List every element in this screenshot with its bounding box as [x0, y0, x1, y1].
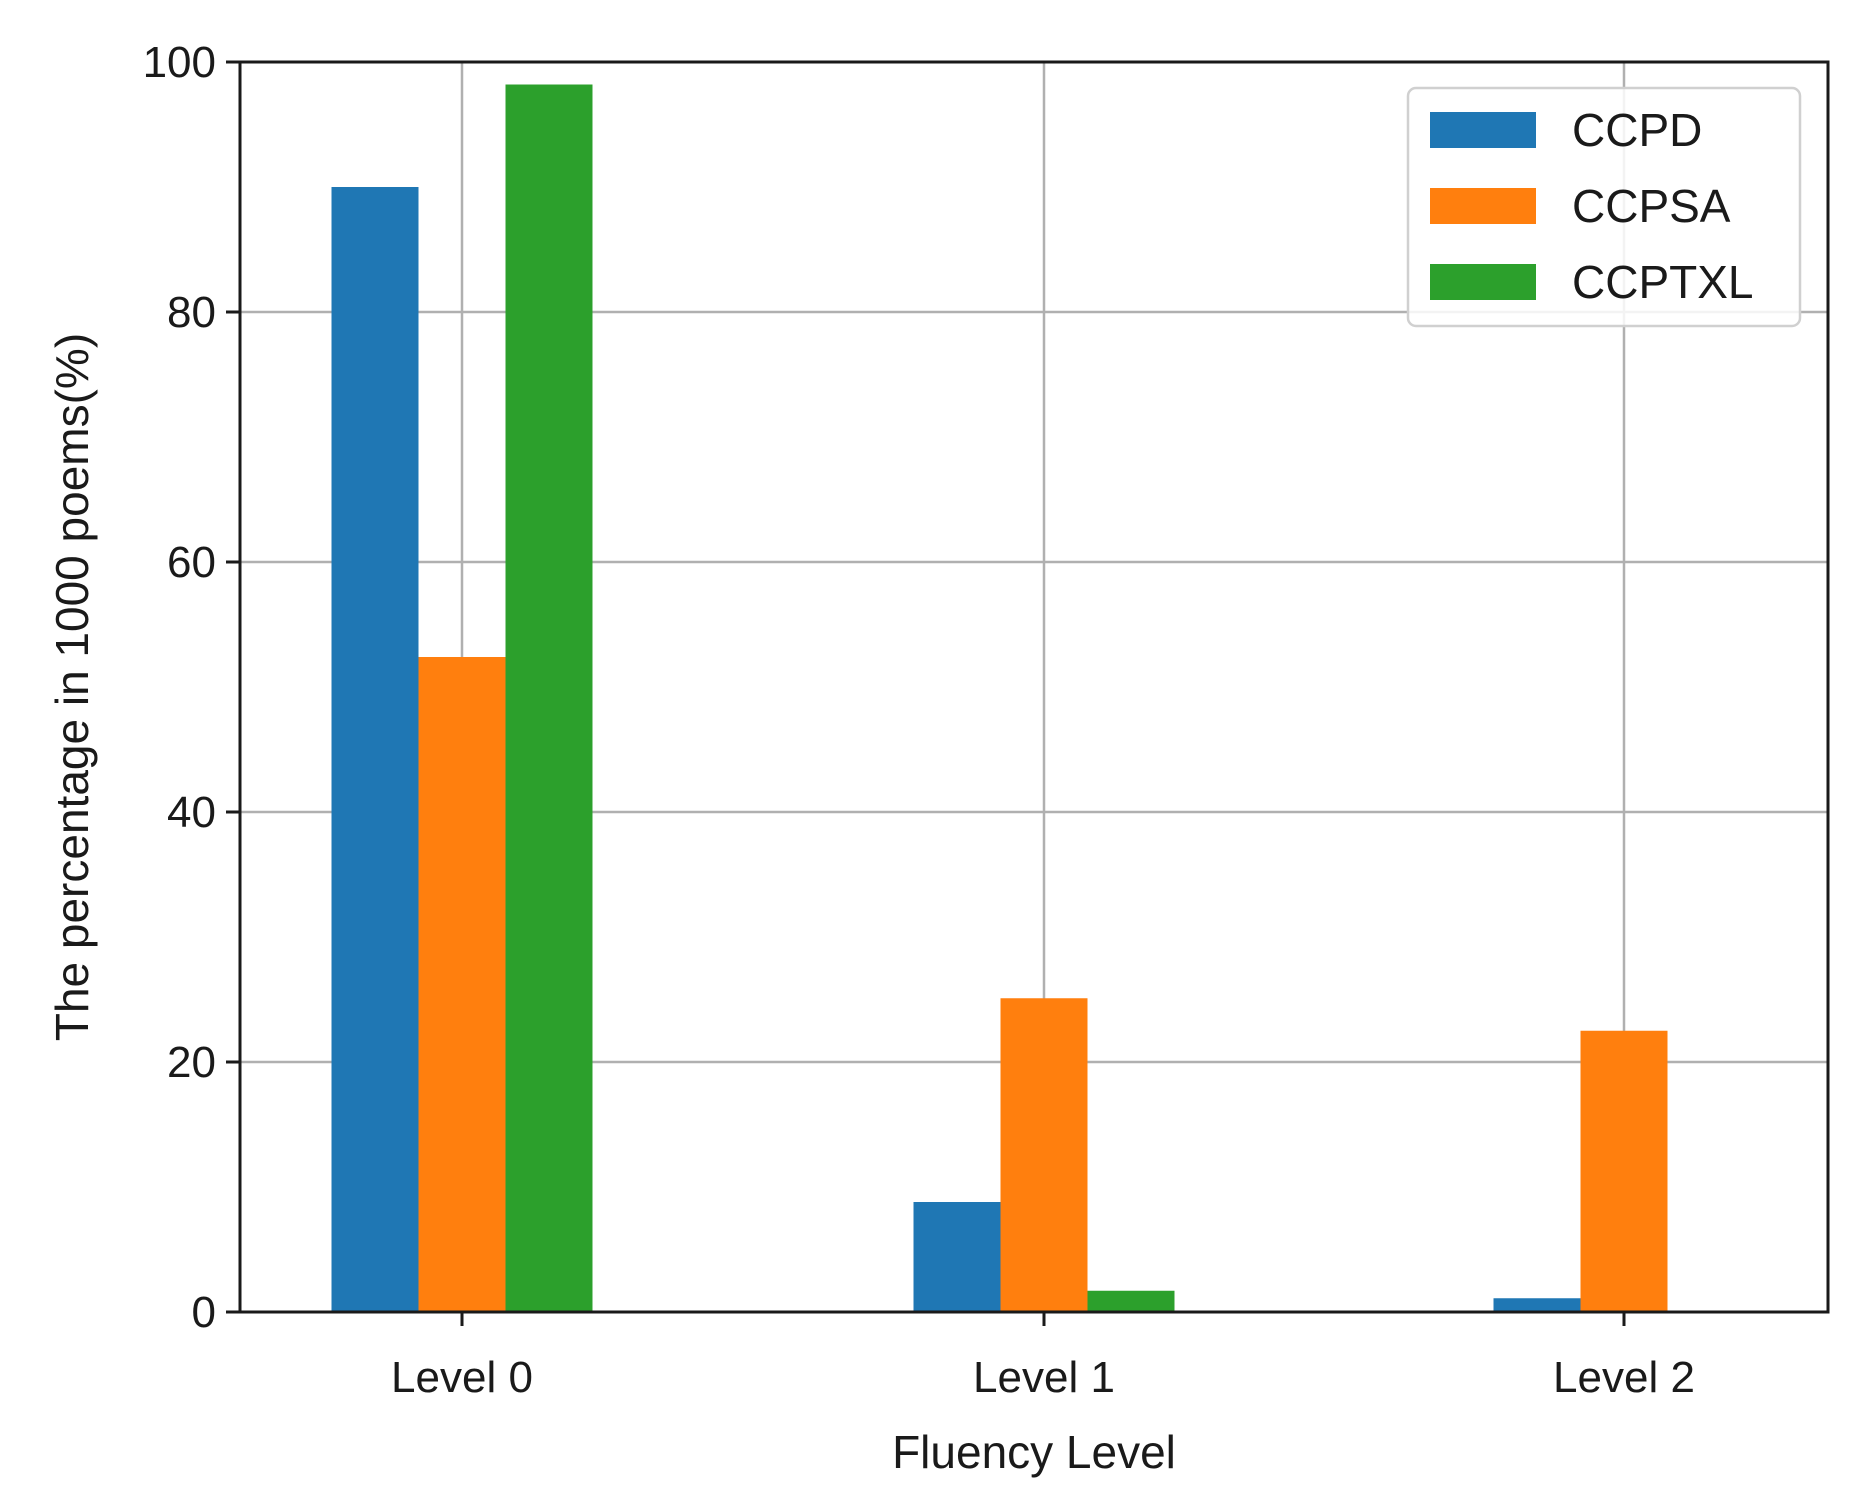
y-tick-label: 80 — [167, 288, 216, 337]
legend[interactable]: CCPD CCPSA CCPTXL — [1406, 86, 1802, 328]
x-tick-label: Level 0 — [391, 1353, 533, 1402]
x-axis-label: Fluency Level — [892, 1426, 1176, 1478]
legend-swatch-ccptxl — [1430, 264, 1536, 300]
bar-ccpsa-level-2 — [1580, 1030, 1668, 1312]
x-tick-label: Level 1 — [973, 1353, 1115, 1402]
bar-ccpd-level-0 — [331, 187, 419, 1312]
legend-label-ccptxl: CCPTXL — [1572, 256, 1753, 308]
y-tick-label: 100 — [143, 38, 216, 87]
y-tick-label: 0 — [192, 1288, 216, 1337]
bar-ccptxl-level-0 — [505, 84, 593, 1312]
x-tick-label: Level 2 — [1553, 1353, 1695, 1402]
ticks-layer: 0 20 40 60 80 100 Level 0 Level 1 Level 2 — [143, 38, 1695, 1402]
bar-ccpd-level-2 — [1493, 1298, 1581, 1312]
bar-ccpsa-level-0 — [418, 657, 506, 1312]
legend-label-ccpsa: CCPSA — [1572, 180, 1731, 232]
bar-ccpd-level-1 — [913, 1202, 1001, 1312]
y-tick-label: 20 — [167, 1038, 216, 1087]
bars-layer — [331, 84, 1668, 1312]
y-axis-label: The percentage in 1000 poems(%) — [46, 333, 98, 1041]
legend-swatch-ccpd — [1430, 112, 1536, 148]
bar-ccpsa-level-1 — [1000, 998, 1088, 1312]
y-tick-label: 60 — [167, 538, 216, 587]
legend-label-ccpd: CCPD — [1572, 104, 1702, 156]
plot-frame — [238, 60, 1830, 1314]
bar-ccptxl-level-1 — [1087, 1290, 1175, 1312]
legend-swatch-ccpsa — [1430, 188, 1536, 224]
y-tick-label: 40 — [167, 788, 216, 837]
